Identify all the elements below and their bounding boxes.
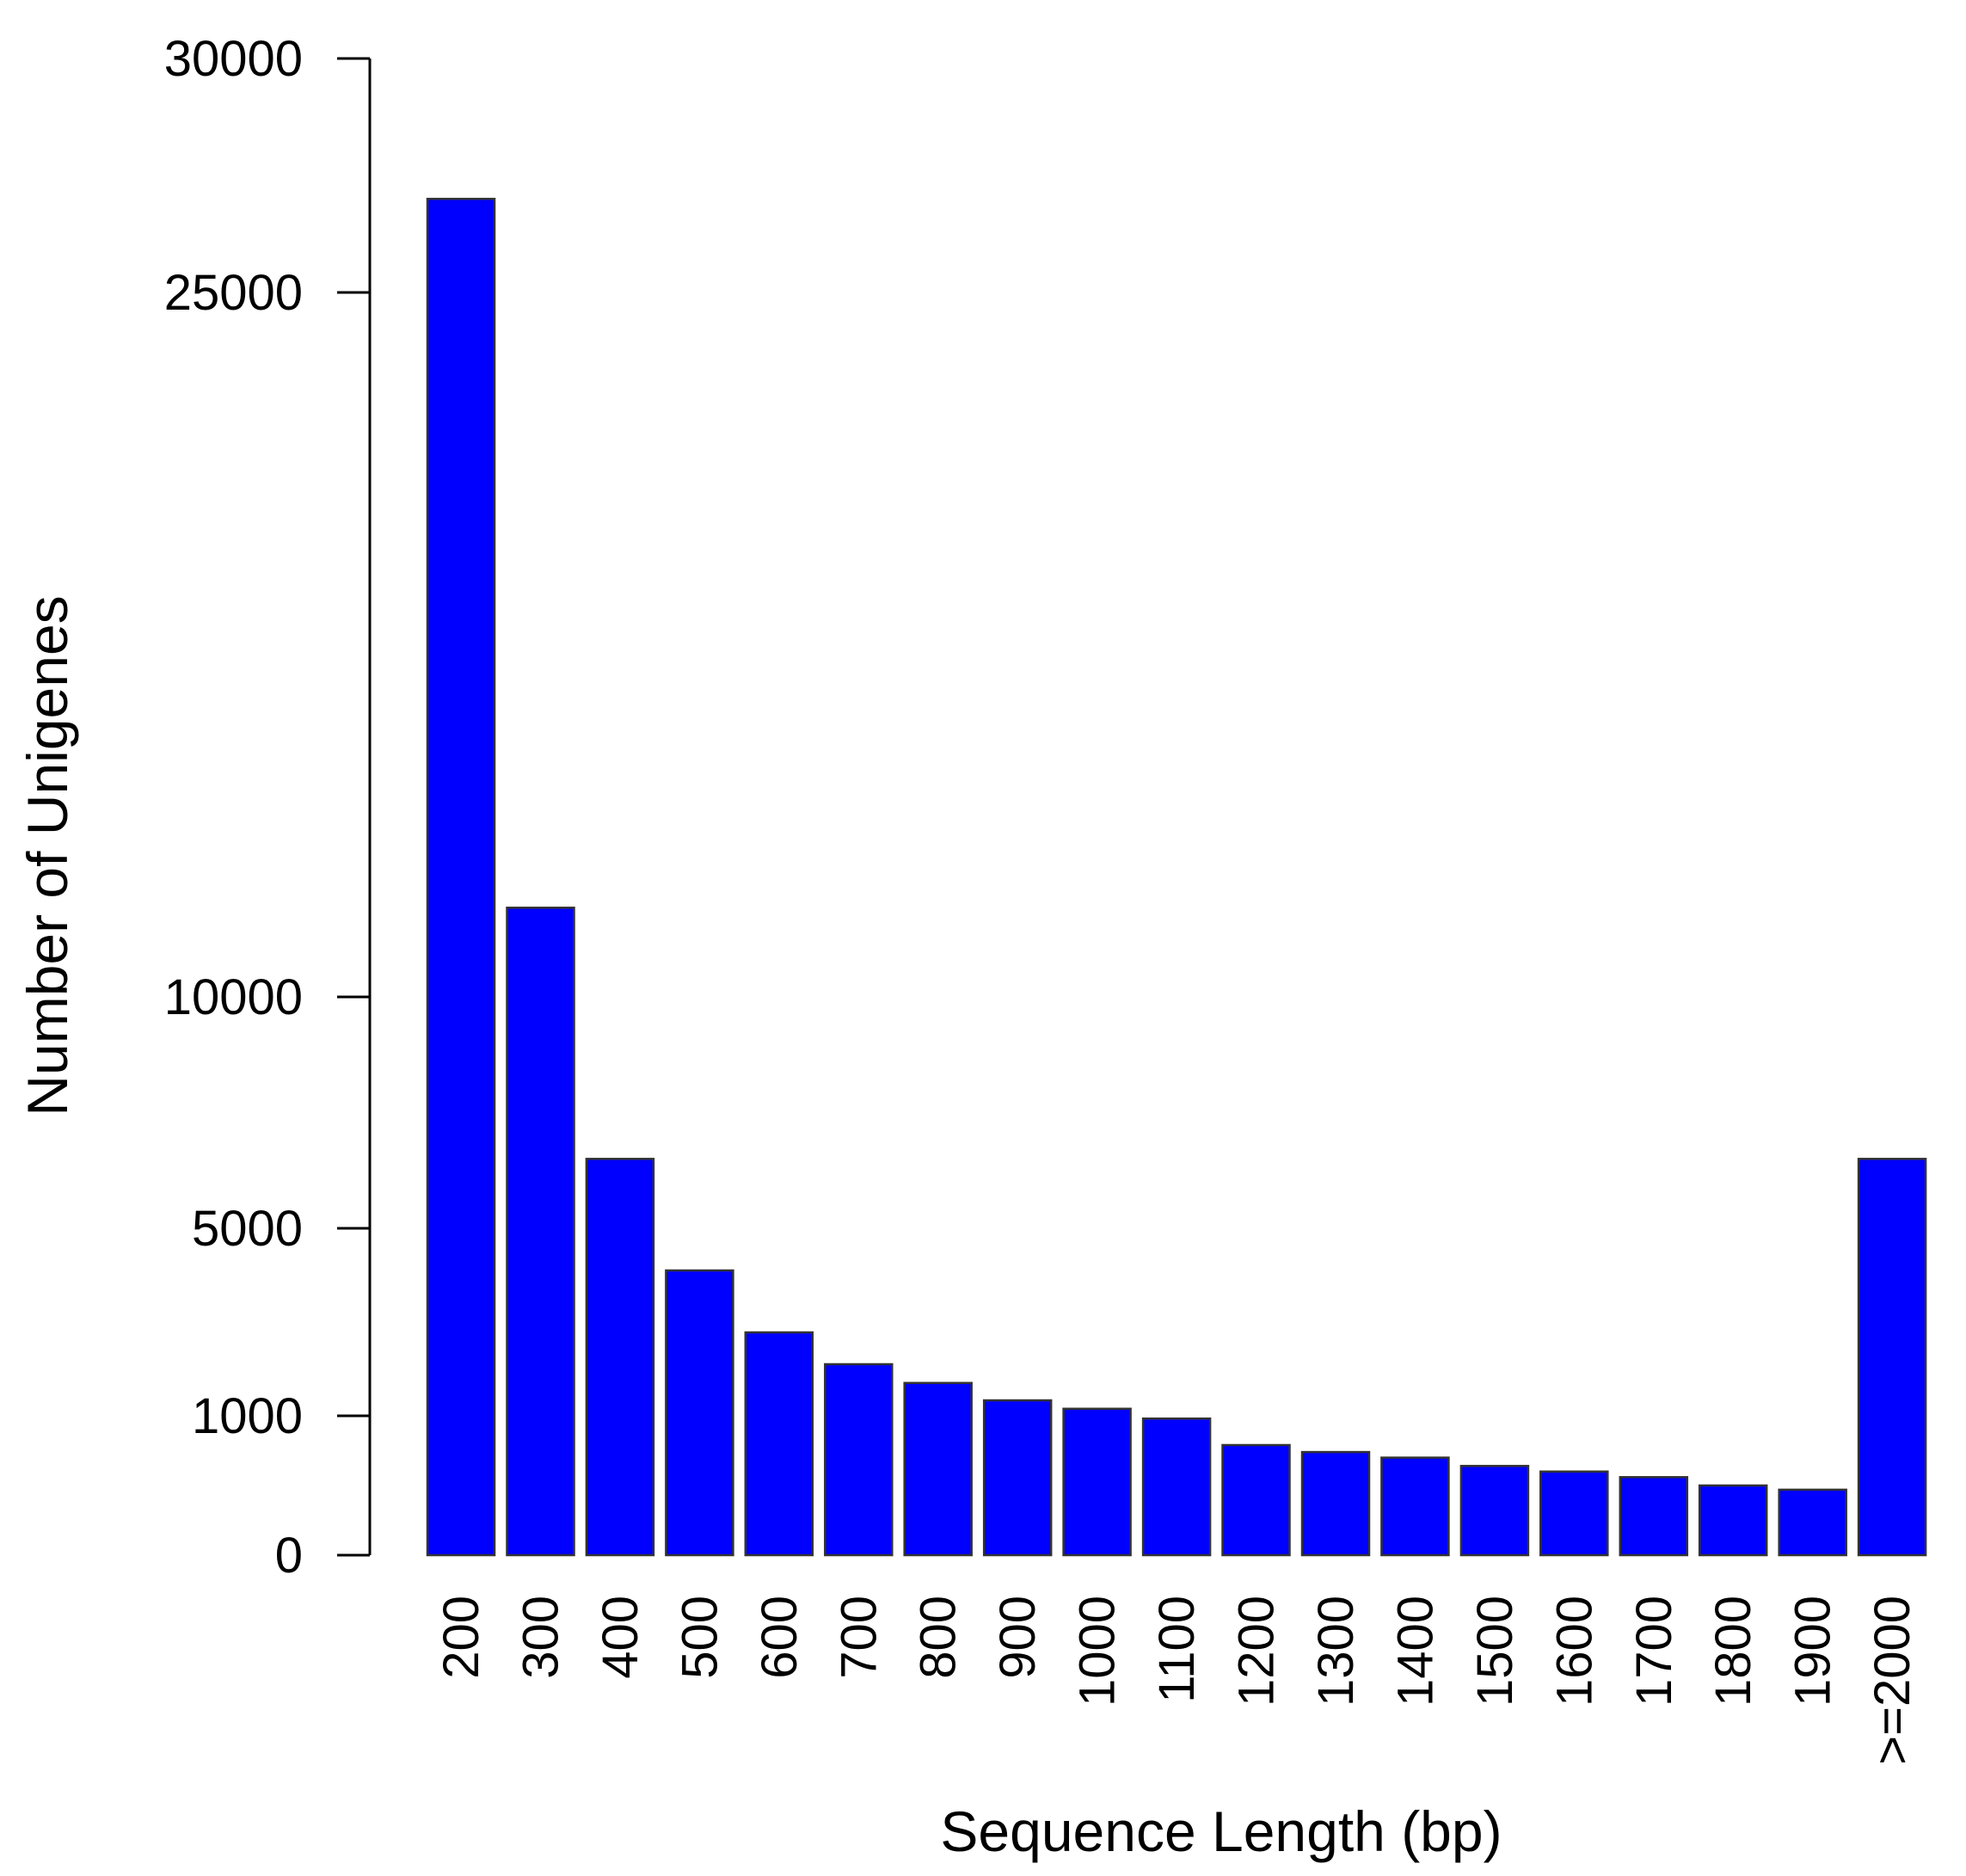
x-tick-label: 200 [433,1596,489,1679]
bars [426,197,1927,1557]
bar-1500 [1459,1465,1530,1557]
bar-700 [824,1362,894,1557]
x-tick-label: 1000 [1070,1596,1126,1707]
x-tick-label: 1100 [1149,1596,1205,1703]
y-axis-title: Number of Unigenes [15,595,79,1116]
x-tick-label: 1600 [1546,1596,1602,1707]
x-tick-labels: 200 300 400 500 600 700 800 900 1000 1100 1200 1300… [433,1596,1920,1765]
bar-1100 [1141,1417,1212,1557]
bar-600 [744,1331,814,1557]
bar-1000 [1062,1407,1132,1557]
bar-300 [506,907,575,1557]
bar-1900 [1778,1488,1847,1557]
y-tick-label: 5000 [192,1201,303,1257]
x-tick-label: 500 [672,1596,728,1679]
bar-1200 [1221,1443,1291,1557]
bar-200 [426,197,496,1557]
x-tick-label: 1200 [1229,1596,1285,1707]
y-tick-label: 10000 [164,969,303,1025]
x-tick-label: 600 [752,1596,808,1679]
x-tick-label: 1500 [1467,1596,1523,1707]
y-tick-label: 30000 [164,31,303,87]
x-tick-label: 1300 [1308,1596,1364,1707]
x-tick-label: 1800 [1705,1596,1761,1707]
bar-900 [982,1399,1053,1557]
x-axis-title: Sequence Length (bp) [940,1799,1502,1863]
bar-1400 [1380,1456,1450,1557]
y-tick-label: 1000 [192,1388,303,1444]
x-tick-label: 900 [990,1596,1046,1679]
bar-800 [903,1381,973,1557]
x-tick-label: 300 [513,1596,569,1679]
bar-500 [665,1269,734,1557]
x-tick-label: 1900 [1785,1596,1841,1707]
bar-1800 [1698,1484,1768,1557]
y-tick-label: 0 [275,1528,303,1584]
bar-1700 [1619,1476,1689,1557]
y-axis: 0 1000 5000 10000 25000 30000 [164,31,372,1584]
bar-1300 [1300,1450,1371,1557]
y-tick-label: 25000 [164,265,303,321]
bar-400 [585,1158,655,1557]
x-tick-label: 400 [593,1596,648,1679]
bar-1600 [1539,1470,1609,1557]
x-tick-label: 800 [911,1596,967,1679]
x-tick-label: 1400 [1387,1596,1443,1707]
x-tick-label: 1700 [1626,1596,1682,1707]
x-tick-label: >=2000 [1865,1596,1920,1765]
x-tick-label: 700 [831,1596,887,1679]
bar->=2000 [1857,1158,1927,1557]
